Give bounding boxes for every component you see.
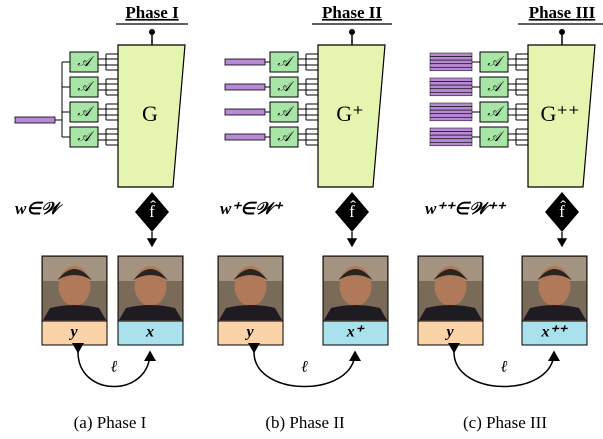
latent-bar	[430, 114, 472, 117]
latent-bar	[430, 67, 472, 70]
output-label: x⁺⁺	[541, 324, 568, 341]
target-label: y	[68, 324, 78, 341]
latent-bar	[430, 142, 472, 145]
generator-label: G	[142, 101, 158, 126]
latent-bar	[430, 117, 472, 120]
latent-label: w∈𝒲	[15, 199, 63, 218]
generator-label: G⁺⁺	[540, 101, 579, 126]
latent-bar	[430, 89, 472, 92]
gen-dot	[149, 29, 155, 35]
loss-label: ℓ	[301, 359, 308, 376]
generator-label: G⁺	[336, 101, 364, 126]
caption: (c) Phase III	[463, 413, 547, 432]
latent-bar	[430, 82, 472, 85]
latent-bar	[430, 60, 472, 63]
latent-label: w⁺⁺∈𝒲⁺⁺	[425, 199, 507, 218]
latent-bar	[430, 92, 472, 95]
loss-label: ℓ	[501, 359, 508, 376]
latent-bar	[430, 85, 472, 88]
target-label: y	[444, 324, 454, 341]
target-label: y	[244, 324, 254, 341]
latent-bar	[430, 135, 472, 138]
diagram: Phase IG𝒜𝒜𝒜𝒜w∈𝒲f̂yxℓ(a) Phase IPhase IIG…	[0, 0, 603, 439]
output-label: x⁺	[346, 324, 365, 341]
latent-bar	[430, 64, 472, 67]
phase-title: Phase II	[322, 3, 382, 22]
latent-label: w⁺∈𝒲⁺	[220, 199, 284, 218]
loss-label: ℓ	[111, 359, 118, 376]
latent-bar	[430, 78, 472, 81]
latent-bar	[430, 139, 472, 142]
latent-bar	[430, 57, 472, 60]
gen-dot	[559, 29, 565, 35]
latent-bar	[225, 134, 265, 140]
phase-title: Phase III	[529, 3, 596, 22]
gen-dot	[349, 29, 355, 35]
caption: (a) Phase I	[74, 413, 147, 432]
latent-bar	[430, 103, 472, 106]
latent-bar	[225, 84, 265, 90]
latent-bar	[225, 59, 265, 65]
phase-title: Phase I	[125, 3, 179, 22]
latent-bar	[430, 107, 472, 110]
latent-bar	[430, 132, 472, 135]
caption: (b) Phase II	[265, 413, 345, 432]
latent-bar	[430, 53, 472, 56]
latent-bar	[430, 110, 472, 113]
output-label: x	[145, 324, 154, 341]
latent-bar	[430, 128, 472, 131]
latent-bar	[15, 117, 55, 123]
latent-bar	[225, 109, 265, 115]
